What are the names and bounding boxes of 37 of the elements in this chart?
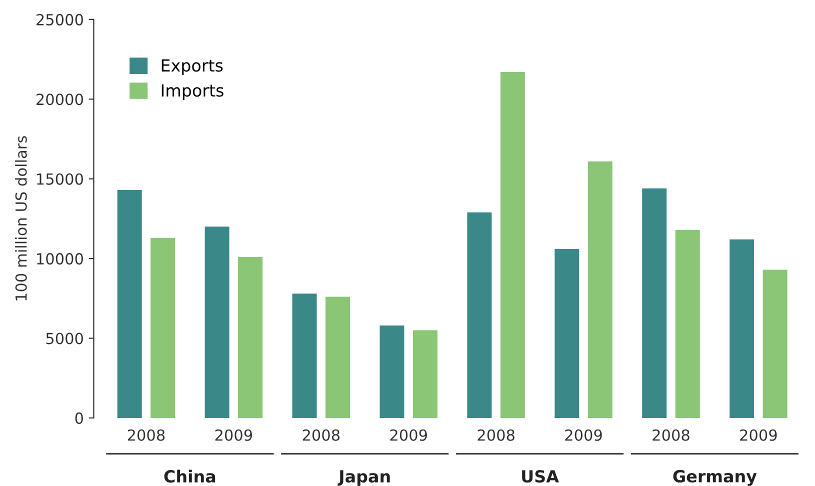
bar bbox=[412, 330, 438, 418]
bar bbox=[150, 238, 176, 418]
bar bbox=[762, 270, 788, 418]
bar bbox=[326, 296, 350, 418]
legend-label: Exports bbox=[162, 59, 223, 75]
bar bbox=[467, 212, 492, 418]
y-tick-label: 15000 bbox=[37, 173, 83, 185]
x-tick-label: 2008 bbox=[478, 429, 514, 441]
bar bbox=[292, 294, 317, 418]
bar bbox=[554, 248, 580, 418]
text: Japan bbox=[338, 470, 390, 486]
y-tick-label: 10000 bbox=[37, 253, 83, 265]
legend-label: Imports bbox=[162, 84, 224, 100]
bar bbox=[117, 190, 142, 418]
x-tick-label: 2009 bbox=[390, 429, 427, 441]
bar bbox=[204, 226, 230, 418]
bar bbox=[238, 256, 263, 418]
bar bbox=[380, 326, 404, 418]
bar bbox=[730, 239, 754, 418]
bar bbox=[642, 188, 667, 418]
text: China bbox=[164, 470, 216, 483]
x-tick-label: 2009 bbox=[565, 429, 602, 441]
bar bbox=[500, 72, 525, 418]
text: USA bbox=[522, 470, 559, 483]
y-tick-label: 20000 bbox=[36, 94, 83, 106]
bar bbox=[675, 230, 700, 418]
y-tick-label: 5000 bbox=[46, 332, 83, 344]
bar bbox=[588, 161, 612, 418]
text: Germany bbox=[673, 470, 757, 486]
x-tick-label: 2009 bbox=[215, 429, 252, 441]
x-tick-label: 2008 bbox=[128, 429, 165, 441]
x-tick-label: 2009 bbox=[740, 429, 777, 441]
y-tick-label: 25000 bbox=[36, 14, 83, 26]
y-axis-title: 100 million US dollars bbox=[15, 136, 27, 300]
y-tick-label: 0 bbox=[75, 412, 83, 424]
x-tick-label: 2008 bbox=[652, 429, 690, 441]
x-tick-label: 2008 bbox=[302, 429, 340, 441]
